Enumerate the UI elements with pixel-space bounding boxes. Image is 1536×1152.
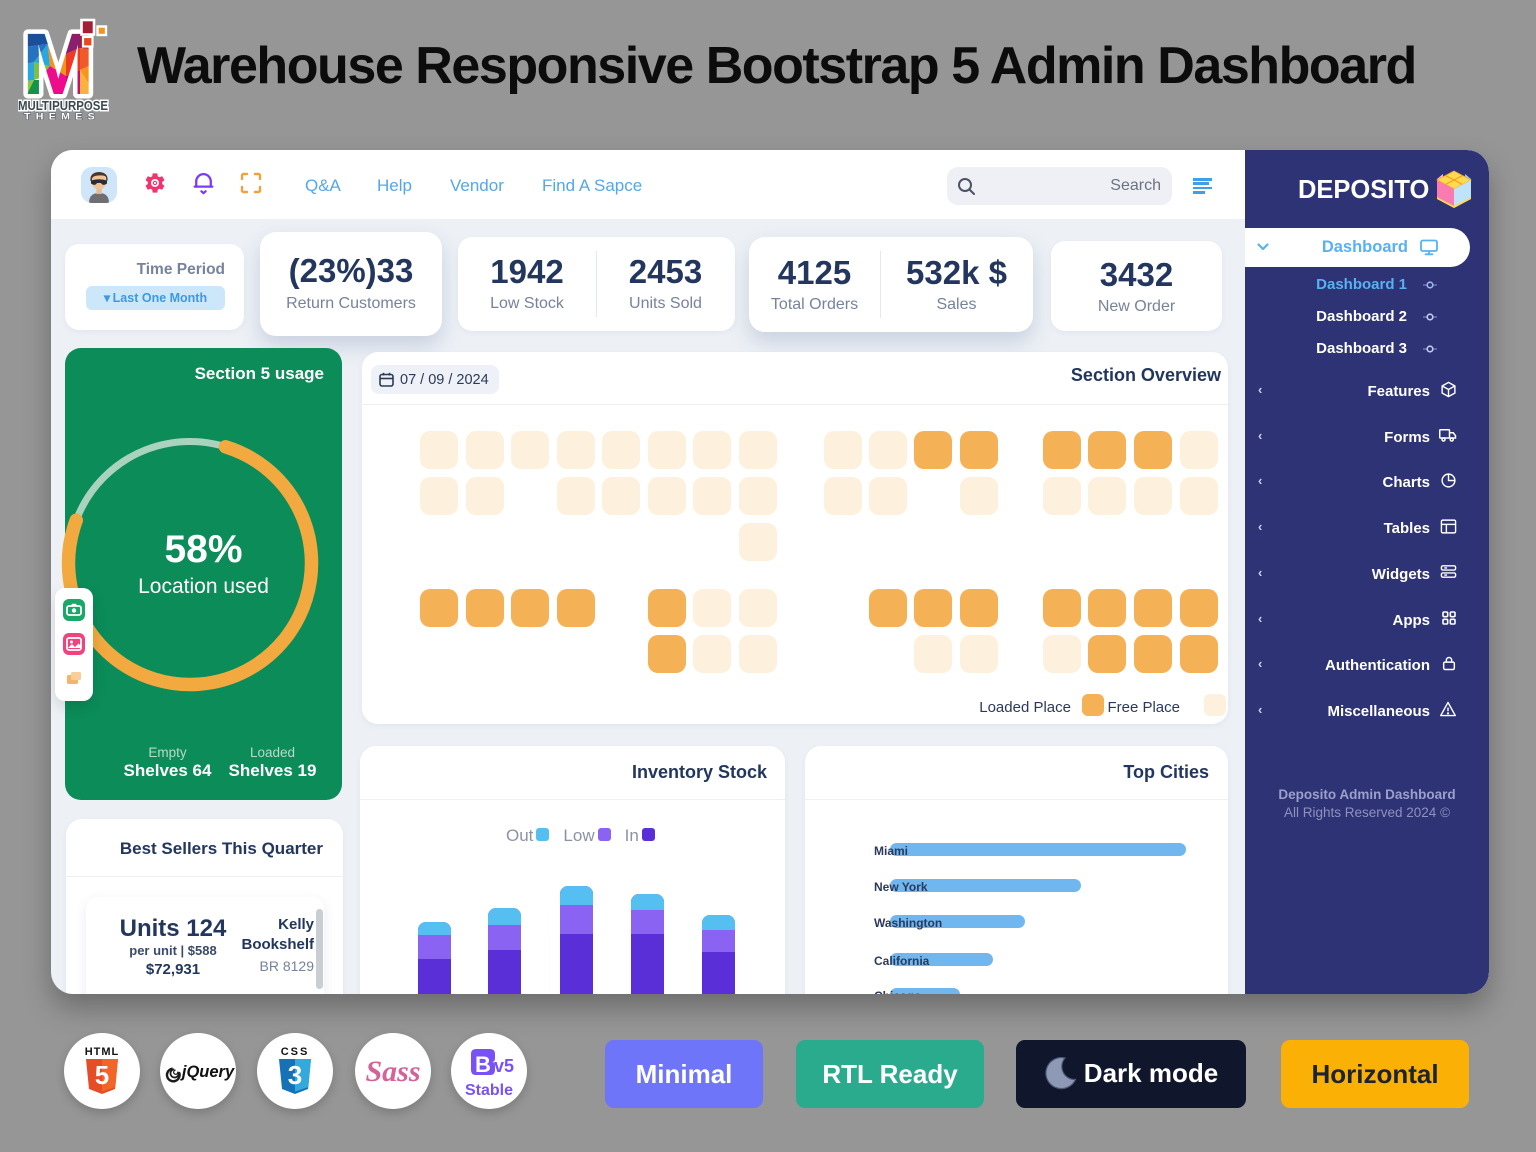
svg-text:B: B xyxy=(475,1052,491,1077)
svg-text:Sass: Sass xyxy=(365,1055,420,1088)
svg-text:THEMES: THEMES xyxy=(24,112,100,122)
svg-text:5: 5 xyxy=(95,1060,109,1090)
svg-text:3: 3 xyxy=(288,1060,302,1090)
svg-text:v5: v5 xyxy=(494,1056,514,1076)
svg-text:CSS: CSS xyxy=(281,1046,310,1058)
svg-text:Stable: Stable xyxy=(465,1082,513,1099)
svg-text:MULTIPURPOSE: MULTIPURPOSE xyxy=(18,99,108,113)
svg-text:jQuery: jQuery xyxy=(180,1063,235,1081)
svg-text:HTML: HTML xyxy=(85,1046,120,1058)
